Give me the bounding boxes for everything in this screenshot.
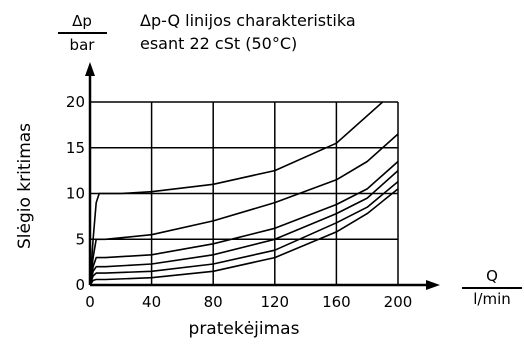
tick-labels: 0 40 80 120 160 200 0 5 10 15 20 [66,93,412,311]
chart-title: Δp-Q linijos charakteristika [140,11,356,30]
x-unit-top: Q [486,267,498,285]
series-line-4 [89,170,399,286]
x-unit-bottom: l/min [473,290,511,308]
y-unit-bottom: bar [70,36,96,54]
y-tick-label: 5 [75,230,85,248]
y-tick-label: 20 [66,93,85,111]
series-line-6 [89,188,399,286]
y-axis-arrow [85,62,95,76]
x-tick-label: 40 [142,293,161,311]
y-unit-top: Δp [72,12,92,30]
y-tick-label: 15 [66,139,85,157]
series-line-3 [89,160,399,286]
y-axis-label: Slėgio kritimas [15,123,35,249]
chart-subtitle: esant 22 cSt (50°C) [140,34,297,53]
series-line-5 [89,180,399,286]
series-line-1 [89,101,384,286]
y-tick-label: 0 [75,276,85,294]
plot-area: 0 40 80 120 160 200 0 5 10 15 20 [66,62,440,311]
axes [85,62,440,290]
x-tick-label: 80 [204,293,223,311]
series-group [89,101,399,286]
x-tick-label: 120 [260,293,289,311]
x-axis-arrow [426,280,440,290]
x-tick-label: 0 [85,293,95,311]
y-tick-label: 10 [66,185,85,203]
x-axis-label: pratekėjimas [189,319,300,339]
x-tick-label: 160 [322,293,351,311]
series-line-2 [89,133,399,286]
x-tick-label: 200 [384,293,413,311]
